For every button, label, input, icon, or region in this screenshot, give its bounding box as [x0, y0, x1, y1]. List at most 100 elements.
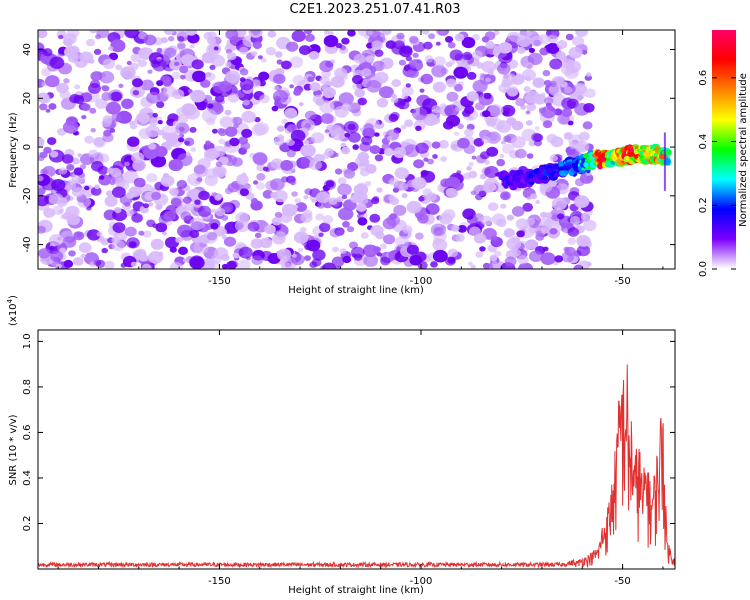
noise-cell	[58, 167, 68, 175]
noise-cell	[503, 135, 512, 143]
noise-cell	[497, 63, 511, 75]
noise-cell	[154, 156, 162, 163]
noise-cell	[49, 234, 64, 246]
noise-cell	[430, 223, 447, 237]
noise-cell	[236, 174, 249, 185]
noise-cell	[502, 73, 518, 86]
noise-cell	[432, 81, 446, 93]
noise-cell	[511, 136, 526, 149]
noise-cell	[122, 170, 139, 184]
top-x-axis-label: Height of straight line (km)	[288, 285, 424, 296]
noise-cell	[225, 30, 239, 40]
x-tick-label: -150	[208, 276, 231, 287]
noise-cell	[180, 74, 186, 80]
noise-cell	[50, 250, 64, 262]
noise-cell	[281, 118, 288, 125]
noise-cell	[468, 170, 478, 179]
noise-cell	[297, 247, 304, 253]
colorbar: 0.0 0.2 0.4 0.6 Normalized spectral amplitu…	[698, 30, 749, 277]
noise-cell	[473, 137, 485, 147]
noise-cell	[396, 32, 405, 40]
noise-cell	[57, 49, 66, 57]
noise-cell	[578, 196, 590, 206]
noise-cell	[546, 224, 553, 230]
signal-cell	[664, 148, 672, 156]
noise-cell	[522, 202, 533, 212]
noise-cell	[466, 91, 479, 102]
noise-cell	[337, 78, 345, 84]
noise-cell	[178, 246, 188, 255]
noise-cell	[38, 92, 50, 104]
noise-cell	[444, 36, 454, 43]
noise-cell	[484, 31, 496, 41]
noise-cell	[94, 184, 100, 190]
noise-cell	[366, 42, 374, 49]
noise-cell	[523, 86, 531, 93]
noise-cell	[124, 161, 130, 167]
y-tick-label: 0.8	[22, 379, 33, 395]
noise-cell	[294, 198, 302, 204]
noise-cell	[204, 168, 218, 179]
noise-cell	[318, 232, 324, 237]
noise-cell	[574, 140, 590, 153]
noise-cell	[494, 250, 502, 257]
top-x-ticks: -150 -100 -50	[57, 30, 664, 287]
noise-cell	[341, 37, 350, 45]
noise-cell	[270, 178, 285, 191]
noise-cell	[369, 213, 381, 223]
noise-cell	[226, 52, 237, 61]
noise-cell	[169, 262, 183, 269]
noise-cell	[485, 77, 491, 83]
noise-cell	[438, 140, 449, 149]
noise-cell	[38, 175, 44, 182]
noise-cell	[148, 143, 157, 150]
noise-cell	[341, 146, 351, 155]
noise-cell	[286, 124, 297, 133]
noise-cell	[221, 215, 229, 221]
noise-cell	[150, 238, 164, 250]
noise-cell	[182, 196, 192, 204]
noise-cell	[530, 193, 538, 200]
noise-cell	[270, 191, 279, 199]
noise-cell	[148, 118, 159, 127]
noise-cell	[511, 206, 525, 217]
noise-cell	[405, 55, 412, 62]
noise-cell	[423, 113, 438, 127]
noise-cell	[191, 59, 204, 70]
noise-cell	[528, 140, 536, 147]
noise-cell	[251, 51, 258, 57]
noise-cell	[393, 147, 407, 159]
noise-cell	[451, 224, 460, 232]
noise-cell	[525, 120, 533, 126]
noise-cell	[374, 49, 384, 57]
noise-cell	[357, 97, 367, 106]
noise-cell	[237, 259, 251, 269]
noise-cell	[455, 233, 465, 242]
noise-cell	[45, 75, 60, 88]
noise-cell	[398, 59, 406, 66]
noise-cell	[421, 30, 430, 35]
noise-cell	[415, 125, 422, 131]
noise-cell	[328, 124, 343, 136]
noise-cell	[220, 228, 228, 235]
noise-cell	[88, 83, 101, 94]
noise-cell	[98, 153, 110, 163]
noise-cell	[169, 246, 177, 253]
noise-cell	[156, 80, 164, 87]
noise-cell	[38, 30, 48, 39]
noise-cell	[81, 115, 87, 120]
noise-cell	[289, 56, 304, 68]
noise-cell	[262, 189, 274, 199]
noise-cell	[71, 157, 80, 165]
noise-cell	[99, 175, 105, 180]
noise-cell	[162, 133, 170, 140]
noise-cell	[38, 137, 45, 146]
noise-cell	[381, 30, 392, 36]
noise-cell	[193, 241, 209, 255]
noise-cell	[93, 136, 105, 147]
noise-cell	[303, 195, 309, 200]
noise-cell	[526, 103, 537, 112]
noise-cell	[259, 94, 270, 104]
noise-cell	[103, 209, 117, 221]
noise-cell	[404, 119, 414, 127]
